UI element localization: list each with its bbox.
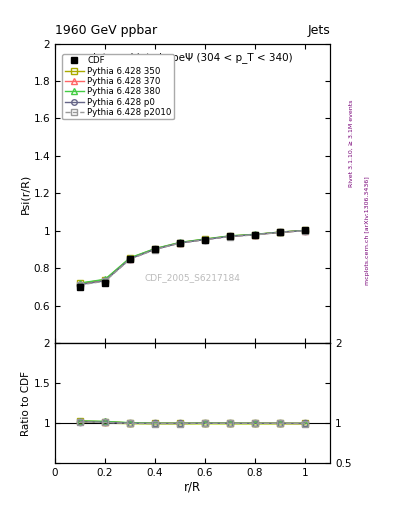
Text: CDF_2005_S6217184: CDF_2005_S6217184: [145, 273, 241, 282]
Text: mcplots.cern.ch [arXiv:1306.3436]: mcplots.cern.ch [arXiv:1306.3436]: [365, 176, 370, 285]
Text: Integral jet shapeΨ (304 < p_T < 340): Integral jet shapeΨ (304 < p_T < 340): [93, 53, 292, 63]
Y-axis label: Ratio to CDF: Ratio to CDF: [21, 371, 31, 436]
Legend: CDF, Pythia 6.428 350, Pythia 6.428 370, Pythia 6.428 380, Pythia 6.428 p0, Pyth: CDF, Pythia 6.428 350, Pythia 6.428 370,…: [62, 54, 174, 119]
Y-axis label: Psi(r/R): Psi(r/R): [21, 174, 31, 214]
Text: 1960 GeV ppbar: 1960 GeV ppbar: [55, 24, 157, 37]
Text: Rivet 3.1.10, ≥ 3.1M events: Rivet 3.1.10, ≥ 3.1M events: [349, 100, 354, 187]
Text: Jets: Jets: [307, 24, 330, 37]
X-axis label: r/R: r/R: [184, 481, 201, 494]
